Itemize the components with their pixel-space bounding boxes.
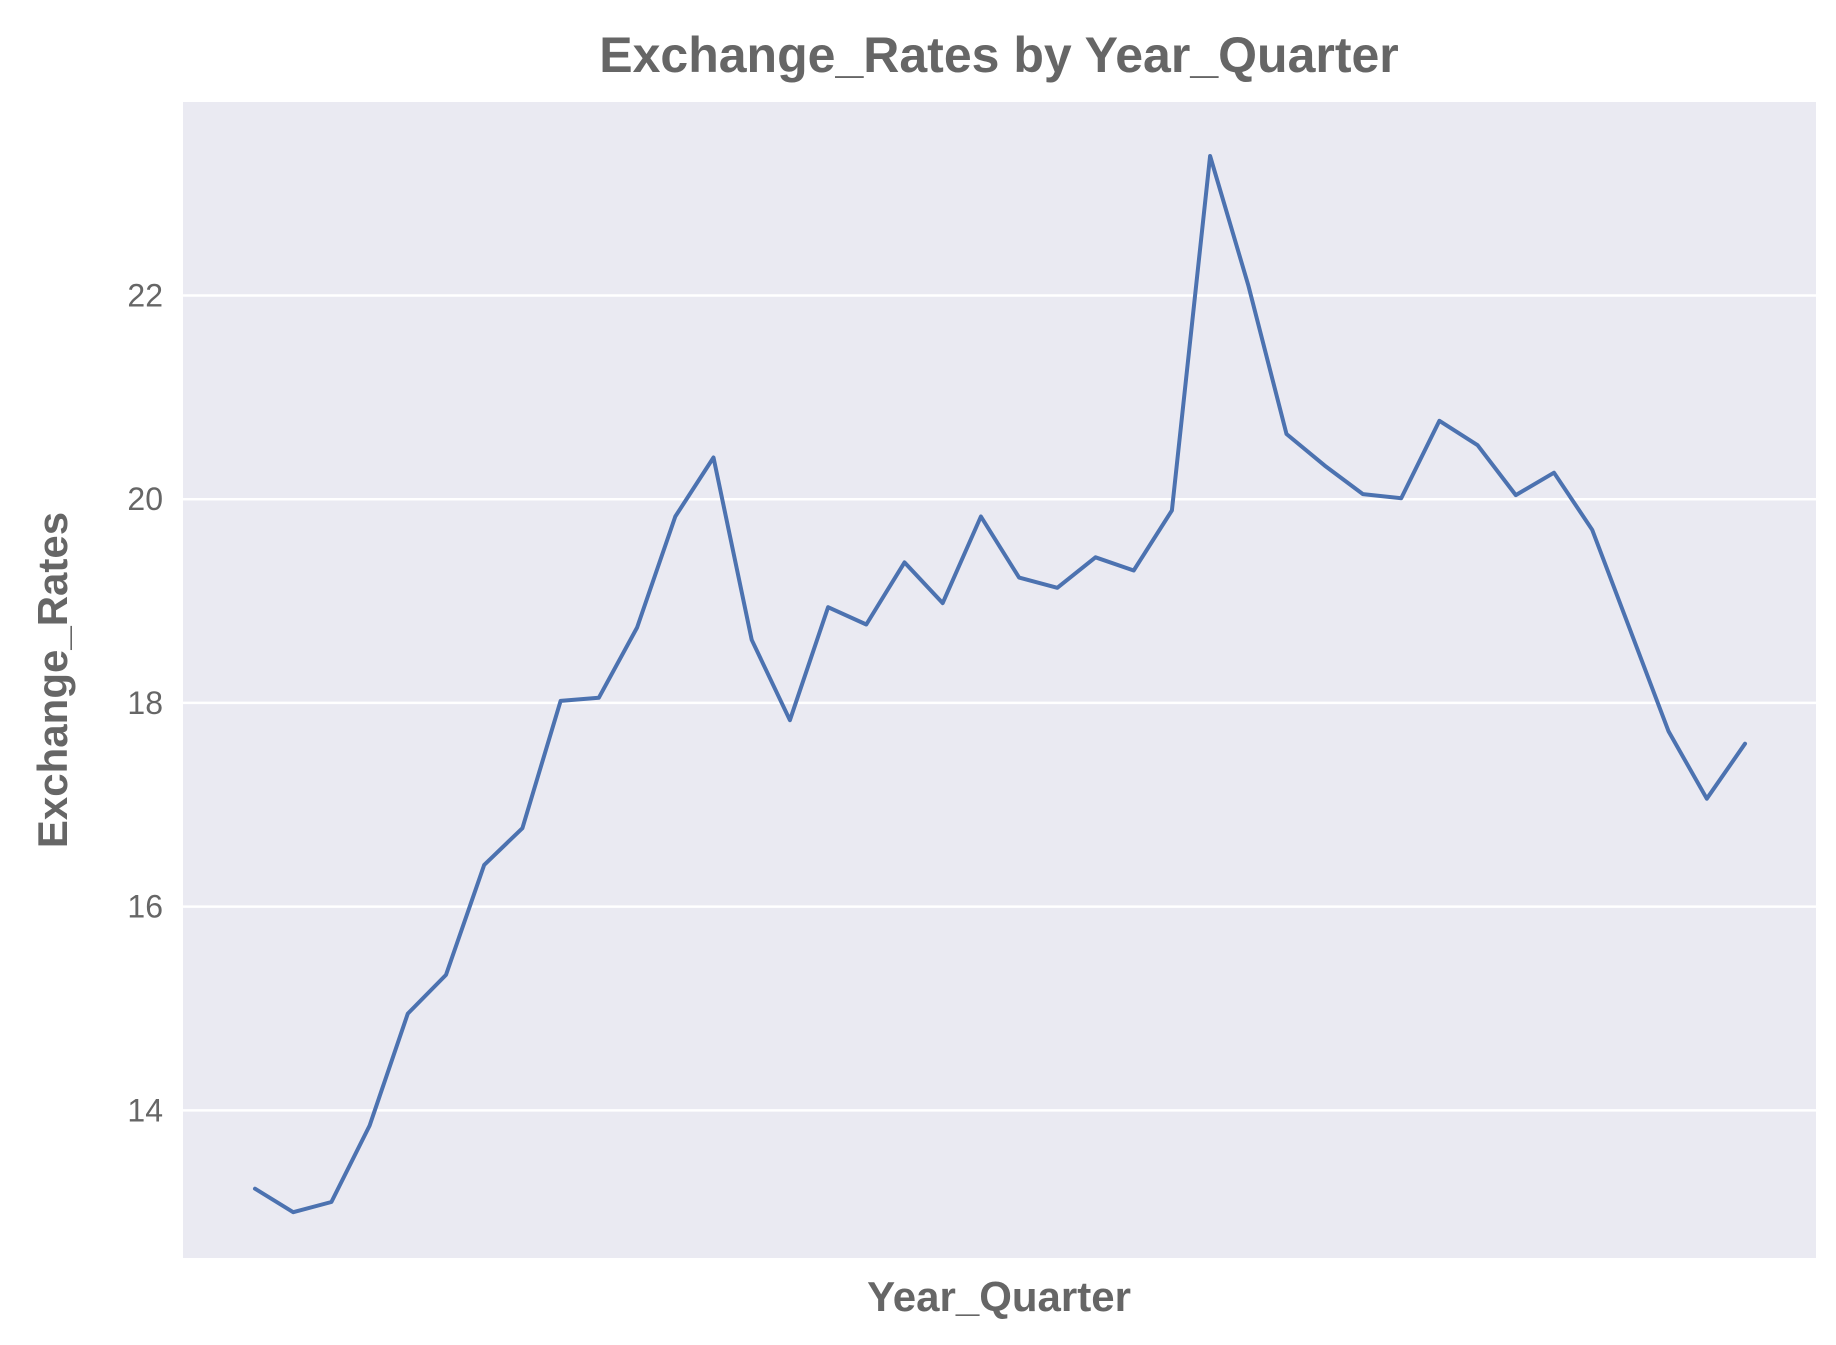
y-tick-labels: 14 16 18 20 22 [127, 278, 163, 1129]
y-tick-label: 20 [127, 481, 163, 517]
grid-lines [183, 294, 1816, 1112]
plot-area [183, 102, 1816, 1258]
chart-title: Exchange_Rates by Year_Quarter [599, 27, 1399, 83]
data-line-layer [253, 154, 1747, 1215]
y-tick-label: 22 [127, 278, 163, 314]
y-tick-label: 18 [127, 685, 163, 721]
y-tick-label: 16 [127, 889, 163, 925]
y-tick-label: 14 [127, 1092, 163, 1128]
x-axis-label: Year_Quarter [867, 1273, 1131, 1320]
y-axis-label: Exchange_Rates [29, 512, 76, 848]
series-line [253, 154, 1747, 1215]
